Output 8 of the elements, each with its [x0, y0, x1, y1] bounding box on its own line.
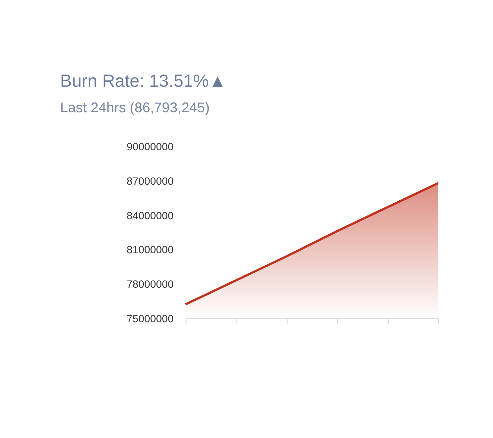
y-tick-label: 75000000 [126, 313, 174, 326]
y-tick-label: 78000000 [126, 278, 174, 291]
chart-title: Burn Rate: 13.51%▲ [60, 70, 226, 91]
y-tick-label: 81000000 [126, 244, 174, 257]
y-tick-label: 84000000 [126, 210, 174, 222]
y-tick-label: 90000000 [126, 142, 174, 154]
y-tick-label: 87000000 [126, 176, 174, 188]
chart-subtitle: Last 24hrs (86,793,245) [60, 99, 210, 116]
